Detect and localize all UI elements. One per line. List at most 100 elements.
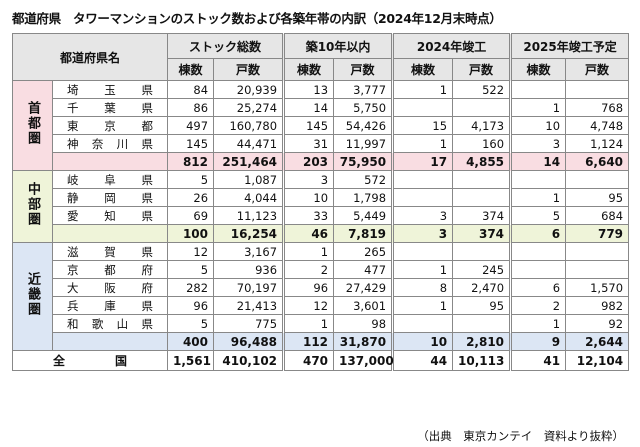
number-cell: 1 [509, 188, 567, 207]
number-cell [509, 260, 567, 279]
number-cell: 5,750 [333, 98, 394, 117]
number-cell: 4,855 [452, 152, 512, 171]
number-cell: 20,939 [213, 80, 285, 99]
number-cell: 145 [167, 134, 215, 153]
number-cell [565, 242, 630, 261]
number-cell: 10 [509, 116, 567, 135]
number-cell: 145 [282, 116, 335, 135]
number-cell: 3 [509, 134, 567, 153]
number-cell: 684 [565, 206, 630, 225]
number-cell: 282 [167, 278, 215, 297]
number-cell: 3 [391, 206, 454, 225]
number-cell: 1 [282, 314, 335, 333]
number-cell: 7,819 [333, 224, 394, 243]
prefecture-name: 静岡県 [51, 188, 169, 207]
subtotal-label-cell [51, 152, 169, 171]
number-cell: 5 [509, 206, 567, 225]
number-cell: 3 [282, 170, 335, 189]
number-cell: 6 [509, 278, 567, 297]
number-cell: 70,197 [213, 278, 285, 297]
number-cell [452, 170, 512, 189]
subtotal-row: 812 251,464 203 75,950 17 4,855 14 6,640 [13, 152, 630, 171]
table-body: 都道府県名 ストック総数 築10年以内 2024年竣工 2025年竣工予定 棟数 戸数 棟数戸… [11, 33, 630, 371]
region-label: 近畿圏 [25, 272, 40, 317]
number-cell: 112 [282, 332, 335, 351]
number-cell [452, 98, 512, 117]
number-cell: 374 [452, 224, 512, 243]
number-cell: 96 [167, 296, 215, 315]
region-label: 首都圏 [25, 101, 40, 146]
prefecture-name: 神奈川県 [51, 134, 169, 153]
data-row: 和歌山県 5 775 1 98 1 92 [13, 314, 630, 333]
number-cell: 1,570 [565, 278, 630, 297]
number-cell [391, 242, 454, 261]
number-cell [565, 80, 630, 99]
number-cell: 779 [565, 224, 630, 243]
prefecture-name: 千葉県 [51, 98, 169, 117]
data-row: 千葉県 86 25,274 14 5,750 1 768 [13, 98, 630, 117]
number-cell: 768 [565, 98, 630, 117]
number-cell: 1 [282, 242, 335, 261]
number-cell: 5 [167, 314, 215, 333]
prefecture-name: 滋賀県 [51, 242, 169, 261]
number-cell: 1 [509, 314, 567, 333]
header-row: 棟数 戸数 棟数 戸数 棟数 戸数 棟数 戸数 [13, 58, 630, 81]
number-cell: 31 [282, 134, 335, 153]
number-cell: 410,102 [213, 350, 285, 371]
header-cell: 都道府県名 [11, 33, 169, 81]
number-cell: 2,810 [452, 332, 512, 351]
number-cell: 1,798 [333, 188, 394, 207]
number-cell: 14 [509, 152, 567, 171]
header-cell: 棟数 [282, 58, 335, 81]
number-cell: 203 [282, 152, 335, 171]
header-cell: 戸数 [333, 58, 394, 81]
number-cell: 12 [167, 242, 215, 261]
number-cell: 14 [282, 98, 335, 117]
header-cell: 築10年以内 [282, 33, 394, 59]
number-cell [565, 260, 630, 279]
number-cell: 16,254 [213, 224, 285, 243]
prefecture-name: 岐阜県 [51, 170, 169, 189]
region-cell: 近畿圏 [12, 242, 53, 351]
number-cell: 1 [509, 98, 567, 117]
number-cell: 10 [391, 332, 454, 351]
number-cell: 5 [167, 170, 215, 189]
number-cell: 25,274 [213, 98, 285, 117]
number-cell: 95 [452, 296, 512, 315]
prefecture-name: 愛知県 [51, 206, 169, 225]
number-cell: 11,997 [333, 134, 394, 153]
number-cell: 470 [282, 350, 335, 371]
source-note: （出典 東京カンテイ 資料より抜粋） [417, 429, 624, 443]
total-label: 全国 [11, 350, 169, 371]
data-row: 中部圏 岐阜県 5 1,087 3 572 [12, 170, 630, 243]
number-cell: 33 [282, 206, 335, 225]
header-cell: 2024年竣工 [391, 33, 512, 59]
number-cell: 54,426 [333, 116, 394, 135]
number-cell [452, 242, 512, 261]
prefecture-name: 兵庫県 [51, 296, 169, 315]
region-cell: 中部圏 [12, 170, 53, 243]
header-cell: 戸数 [213, 58, 285, 81]
header-cell: 戸数 [452, 58, 512, 81]
number-cell: 26 [167, 188, 215, 207]
region-cell: 首都圏 [12, 80, 53, 171]
number-cell: 400 [167, 332, 215, 351]
number-cell: 265 [333, 242, 394, 261]
number-cell [452, 314, 512, 333]
number-cell: 4,173 [452, 116, 512, 135]
number-cell: 137,000 [333, 350, 394, 371]
total-row: 全国 1,561 410,102 470 137,000 44 10,113 41 12,104 [11, 350, 630, 371]
subtotal-label-cell [51, 332, 169, 351]
data-row: 愛知県 69 11,123 33 5,449 3 374 5 684 [13, 206, 630, 225]
number-cell [509, 170, 567, 189]
header-cell: 棟数 [509, 58, 567, 81]
number-cell: 13 [282, 80, 335, 99]
number-cell: 936 [213, 260, 285, 279]
subtotal-row: 100 16,254 46 7,819 3 374 6 779 [13, 224, 630, 243]
region-label: 中部圏 [25, 182, 40, 227]
number-cell: 2 [282, 260, 335, 279]
number-cell: 572 [333, 170, 394, 189]
header-cell: 棟数 [167, 58, 215, 81]
number-cell: 100 [167, 224, 215, 243]
